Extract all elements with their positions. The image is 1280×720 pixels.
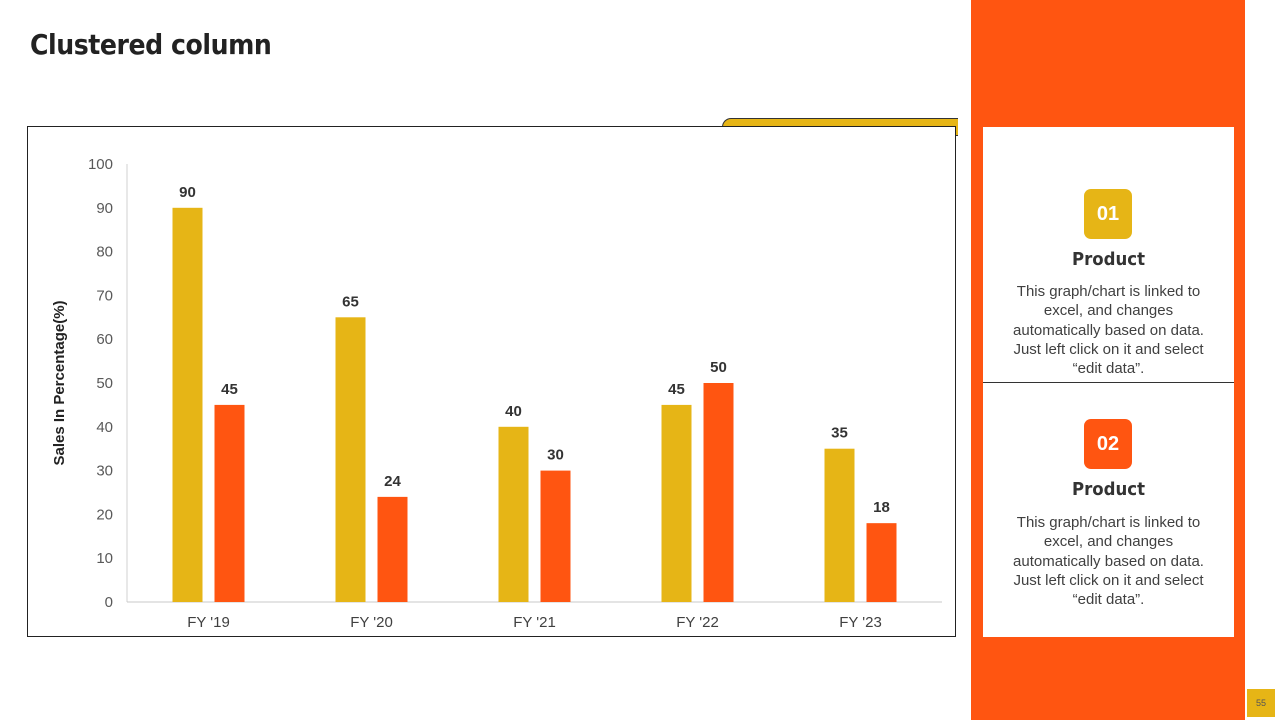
bar (866, 523, 897, 602)
data-label: 45 (668, 381, 685, 398)
product-title-1: Product (1071, 249, 1146, 270)
x-tick-label: FY '22 (676, 614, 719, 631)
x-tick-label: FY '21 (513, 614, 556, 631)
bar (335, 317, 366, 602)
y-tick-label: 70 (96, 287, 113, 304)
x-tick-label: FY '23 (839, 614, 882, 631)
product-description-2: This graph/chart is linked to excel, and… (1013, 514, 1204, 609)
x-tick-label: FY '19 (187, 614, 230, 631)
bar (214, 404, 245, 602)
card-divider (983, 382, 1234, 383)
bar (540, 470, 571, 602)
bar (498, 426, 529, 602)
bar (661, 404, 692, 602)
y-tick-label: 20 (96, 506, 113, 523)
product-title-2: Product (1071, 479, 1146, 500)
data-label: 18 (873, 499, 890, 516)
y-tick-label: 30 (96, 463, 113, 480)
bar (703, 383, 734, 602)
page-number: 55 (1247, 689, 1275, 717)
y-tick-label: 60 (96, 331, 113, 348)
bar (172, 207, 203, 603)
badge-01: 01 (1084, 189, 1132, 239)
y-tick-label: 90 (96, 200, 113, 217)
bar (824, 448, 855, 602)
data-label: 24 (384, 473, 401, 490)
data-label: 50 (710, 359, 727, 376)
slide-title: Clustered column (30, 28, 272, 61)
data-label: 65 (342, 293, 359, 310)
y-tick-label: 50 (96, 375, 113, 392)
data-label: 30 (547, 447, 564, 464)
y-tick-label: 80 (96, 244, 113, 261)
data-label: 90 (179, 184, 196, 201)
y-tick-label: 0 (105, 594, 113, 611)
clustered-column-chart[interactable]: 0 10 20 30 40 50 60 70 80 90 100 Sales In Percentag… (27, 126, 956, 637)
data-label: 45 (221, 381, 238, 398)
y-tick-label: 10 (96, 550, 113, 567)
data-label: 35 (831, 425, 848, 442)
bar (377, 496, 408, 602)
y-tick-label: 40 (96, 419, 113, 436)
badge-02: 02 (1084, 419, 1132, 469)
product-description-1: This graph/chart is linked to excel, and… (1013, 283, 1204, 378)
y-axis-title: Sales In Percentage(%) (51, 300, 68, 465)
x-tick-label: FY '20 (350, 614, 393, 631)
data-label: 40 (505, 403, 522, 420)
y-tick-label: 100 (88, 156, 113, 173)
